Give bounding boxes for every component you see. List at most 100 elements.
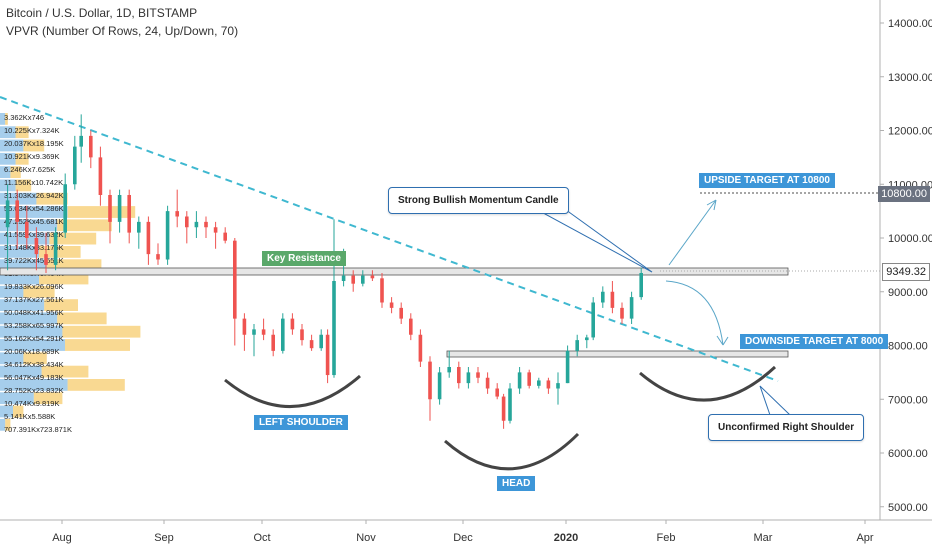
- head-and-shoulders-arcs: [224, 365, 777, 471]
- candle-body: [213, 227, 218, 233]
- volume-profile-down-bar: [44, 299, 78, 311]
- candle-body: [290, 318, 295, 330]
- candle-body: [34, 238, 39, 255]
- candle-body: [73, 146, 77, 185]
- volume-profile-label: 50.048Kx41.956K: [4, 308, 64, 317]
- price-axis-ticks: 14000.0013000.0012000.0011000.0010000.00…: [880, 18, 932, 514]
- key-resistance-zone: [0, 267, 789, 276]
- candle-body: [610, 291, 615, 308]
- key-resistance-label: Key Resistance: [262, 251, 346, 266]
- volume-profile-down-bar: [33, 392, 63, 405]
- volume-profile-down-bar: [5, 418, 11, 431]
- volume-profile-up-bar: [0, 232, 50, 245]
- support-resistance-zones: [0, 267, 789, 358]
- candle-body: [63, 184, 67, 233]
- volume-profile-up-bar: [0, 285, 24, 298]
- volume-profile-label: 31.148Kx33.176K: [4, 243, 64, 252]
- upside-arrowhead: [706, 199, 717, 211]
- volume-profile-label: 53.258Kx65.997K: [4, 321, 64, 330]
- volume-profile-label: 6.246Kx7.625K: [4, 165, 55, 174]
- candle-body: [620, 307, 624, 319]
- candle-body: [242, 318, 247, 335]
- volume-profile-down-bar: [23, 285, 55, 298]
- candle-body: [565, 350, 570, 384]
- volume-profile-down-bar: [39, 246, 81, 258]
- volume-profile-up-bar: [0, 405, 13, 418]
- volume-profile-label: 39.722Kx45.651K: [4, 256, 64, 265]
- volume-profile-label: 34.612Kx38.434K: [4, 360, 64, 369]
- price-tick-label: 8000.00: [888, 341, 928, 353]
- candle-body: [185, 216, 189, 228]
- volume-profile-down-bar: [15, 152, 29, 165]
- right-shoulder-callout: Unconfirmed Right Shoulder: [708, 414, 865, 441]
- volume-profile-down-bar: [5, 113, 8, 125]
- bullish-candle-callout: Strong Bullish Momentum Candle: [388, 187, 569, 214]
- candle-body: [165, 211, 170, 260]
- candle-body: [556, 383, 560, 389]
- current-price-tag: 9349.32: [882, 263, 930, 281]
- volume-profile-down-bar: [65, 339, 130, 351]
- price-tick-label: 5000.00: [888, 502, 928, 514]
- time-tick-label: Sep: [154, 532, 174, 544]
- candle-body: [476, 372, 480, 378]
- candle-body: [137, 221, 141, 233]
- volume-profile-up-bar: [0, 379, 68, 391]
- volume-profile-label: 41.559Kx39.632K: [4, 230, 64, 239]
- volume-profile-up-bar: [0, 192, 37, 205]
- candle-body: [271, 334, 275, 351]
- volume-profile-down-bar: [15, 179, 32, 192]
- head-arc: [444, 432, 580, 471]
- candle-body: [527, 372, 531, 386]
- candle-body: [428, 361, 432, 400]
- volume-profile-down-bar: [67, 379, 125, 391]
- candle-body: [79, 135, 83, 147]
- time-tick-label: Apr: [856, 532, 873, 544]
- candle-body: [546, 380, 551, 389]
- price-tick-label: 6000.00: [888, 448, 928, 460]
- candle-body: [585, 337, 589, 341]
- candle-body: [341, 275, 346, 281]
- volume-profile-down-bar: [15, 126, 29, 139]
- candle-body: [223, 232, 227, 241]
- candle-body: [437, 372, 442, 400]
- candle-body: [319, 334, 323, 349]
- candle-body: [300, 329, 304, 341]
- candle-body: [399, 307, 403, 319]
- candle-body: [146, 221, 151, 255]
- volume-profile-up-bar: [0, 365, 42, 378]
- upside-arrow: [668, 199, 717, 266]
- left-shoulder-arc: [224, 374, 361, 408]
- volume-profile-up-bar: [0, 259, 47, 272]
- candle-body: [25, 221, 29, 238]
- candle-body: [53, 232, 58, 265]
- volume-profile-up-bar: [0, 139, 24, 152]
- candle-body: [639, 272, 643, 298]
- volume-profile-down-bar: [57, 312, 107, 325]
- candle-body: [194, 221, 199, 228]
- volume-profile-up-bar: [0, 113, 6, 125]
- downside-arrow: [665, 280, 724, 346]
- candle-body: [457, 367, 461, 384]
- volume-profile-down-bar: [39, 272, 89, 285]
- candle-body: [98, 157, 103, 195]
- time-tick-label: Mar: [754, 532, 773, 544]
- target-price-tag: 10800.00: [878, 186, 930, 202]
- candle-body: [508, 388, 512, 421]
- candle-body: [332, 281, 336, 376]
- candle-body: [175, 211, 179, 217]
- volume-profile-label: 10.225Kx7.324K: [4, 126, 59, 135]
- volume-profile-label: 55.162Kx54.291K: [4, 334, 64, 343]
- volume-profile-down-bar: [46, 259, 102, 272]
- candle-body: [156, 254, 160, 260]
- volume-profile-up-bar: [0, 339, 65, 351]
- volume-profile-up-bar: [0, 325, 63, 338]
- volume-profile-label: 20.037Kx18.195K: [4, 139, 64, 148]
- volume-profile-down-bar: [36, 192, 68, 205]
- volume-profile-down-bar: [23, 139, 45, 152]
- upside-target-label: UPSIDE TARGET AT 10800: [699, 173, 835, 188]
- volume-profile-label: 11.156Kx10.742K: [4, 178, 63, 187]
- volume-profile-label: 707.391Kx723.871K: [4, 425, 72, 434]
- time-axis-ticks: Aug Sep Oct Nov Dec 2020 Feb Mar Apr: [52, 520, 874, 544]
- volume-profile-up-bar: [0, 272, 39, 285]
